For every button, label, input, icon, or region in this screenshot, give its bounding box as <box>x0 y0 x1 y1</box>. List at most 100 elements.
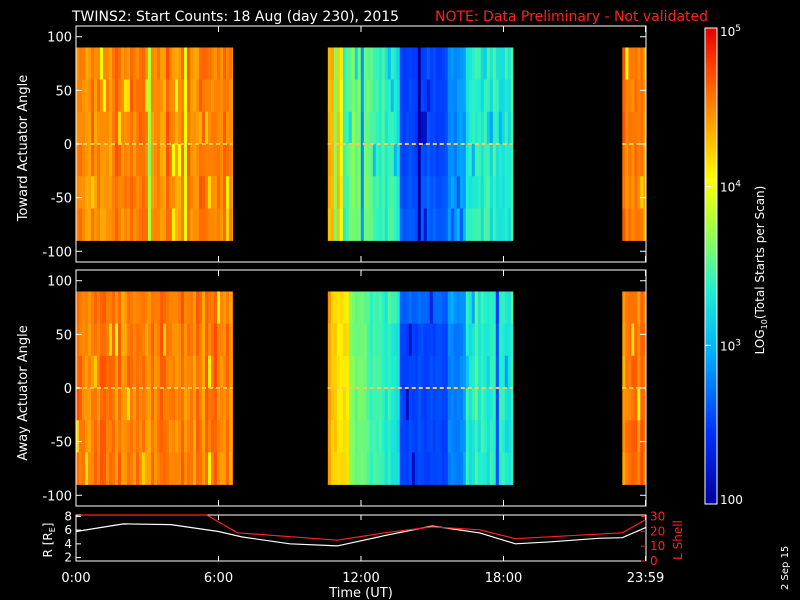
heatmap-cell <box>169 47 173 80</box>
heatmap-cell <box>456 208 461 241</box>
heatmap-cell <box>220 79 224 113</box>
heatmap-cell <box>76 79 80 113</box>
heatmap-cell <box>85 144 89 177</box>
heatmap-cell <box>88 323 92 357</box>
heatmap-cell <box>88 291 92 324</box>
heatmap-cell <box>414 291 419 324</box>
heatmap-cell <box>411 291 416 324</box>
heatmap-cell <box>169 291 173 324</box>
heatmap-cell <box>384 111 389 145</box>
heatmap-cell <box>181 355 185 389</box>
heatmap-cell <box>330 323 335 357</box>
heatmap-cell <box>486 208 491 241</box>
heatmap-cell <box>498 420 503 453</box>
heatmap-cell <box>175 420 179 453</box>
heatmap-cell <box>169 111 173 145</box>
heatmap-cell <box>193 452 197 485</box>
heatmap-cell <box>414 323 419 357</box>
heatmap-cell <box>121 47 125 80</box>
heatmap-cell <box>85 388 89 421</box>
heatmap-cell <box>136 144 140 177</box>
heatmap-cell <box>637 291 641 324</box>
heatmap-cell <box>435 176 440 209</box>
heatmap-cell <box>208 144 212 177</box>
heatmap-cell <box>384 323 389 357</box>
heatmap-cell <box>459 452 464 485</box>
heatmap-cell <box>444 355 449 389</box>
heatmap-cell <box>462 355 467 389</box>
heatmap-cell <box>145 355 149 389</box>
heatmap-cell <box>223 388 227 421</box>
heatmap-cell <box>363 452 368 485</box>
heatmap-cell <box>411 176 416 209</box>
heatmap-cell <box>181 79 185 113</box>
colorbar-label: LOG10(Total Starts per Scan) <box>753 186 769 355</box>
heatmap-cell <box>486 323 491 357</box>
heatmap-cell <box>411 208 416 241</box>
heatmap-cell <box>181 47 185 80</box>
heatmap-cell <box>136 47 140 80</box>
heatmap-cell <box>339 111 344 145</box>
heatmap-cell <box>214 47 218 80</box>
heatmap-cell <box>507 111 512 145</box>
heatmap-cell <box>88 452 92 485</box>
heatmap-cell <box>109 79 113 113</box>
heatmap-cell <box>483 111 488 145</box>
heatmap-cell <box>402 291 407 324</box>
heatmap-cell <box>175 452 179 485</box>
heatmap-cell <box>229 144 233 177</box>
heatmap-cell <box>414 388 419 421</box>
heatmap-cell <box>378 355 383 389</box>
heatmap-cell <box>357 144 362 177</box>
heatmap-cell <box>366 355 371 389</box>
heatmap-cell <box>489 111 494 145</box>
heatmap-cell <box>495 208 500 241</box>
heatmap-cell <box>363 291 368 324</box>
heatmap-cell <box>501 388 506 421</box>
heatmap-cell <box>214 323 218 357</box>
heatmap-cell <box>226 47 230 80</box>
heatmap-cell <box>396 176 401 209</box>
heatmap-cell <box>184 291 188 324</box>
heatmap-cell <box>76 144 80 177</box>
heatmap-cell <box>342 79 347 113</box>
heatmap-cell <box>91 323 95 357</box>
heatmap-cell <box>205 323 209 357</box>
heatmap-cell <box>369 47 374 80</box>
heatmap-cell <box>130 79 134 113</box>
heatmap-cell <box>348 452 353 485</box>
heatmap-cell <box>124 355 128 389</box>
heatmap-cell <box>438 388 443 421</box>
heatmap-cell <box>366 323 371 357</box>
heatmap-cell <box>348 144 353 177</box>
heatmap-cell <box>366 452 371 485</box>
heatmap-cell <box>504 176 509 209</box>
note-text: NOTE: Data Preliminary - Not validated <box>435 9 708 25</box>
heatmap-cell <box>133 452 137 485</box>
heatmap-cell <box>217 176 221 209</box>
heatmap-cell <box>414 47 419 80</box>
heatmap-cell <box>498 355 503 389</box>
orbit-left-label-a: R [R <box>41 532 55 557</box>
heatmap-cell <box>405 388 410 421</box>
x-tick-label: 6:00 <box>204 571 233 586</box>
heatmap-cell <box>381 176 386 209</box>
heatmap-cell <box>190 47 194 80</box>
heatmap-cell <box>178 144 182 177</box>
heatmap-cell <box>148 355 152 389</box>
heatmap-cell <box>109 323 113 357</box>
heatmap-cell <box>187 323 191 357</box>
heatmap-cell <box>501 355 506 389</box>
heatmap-cell <box>643 47 647 80</box>
heatmap-cell <box>345 79 350 113</box>
heatmap-cell <box>196 355 200 389</box>
heatmap-cell <box>471 291 476 324</box>
heatmap-cell <box>127 176 131 209</box>
heatmap-cell <box>94 355 98 389</box>
heatmap-cell <box>640 355 644 389</box>
heatmap-cell <box>193 388 197 421</box>
heatmap-cell <box>510 144 514 177</box>
heatmap-cell <box>471 388 476 421</box>
heatmap-cell <box>402 420 407 453</box>
heatmap-cell <box>223 355 227 389</box>
